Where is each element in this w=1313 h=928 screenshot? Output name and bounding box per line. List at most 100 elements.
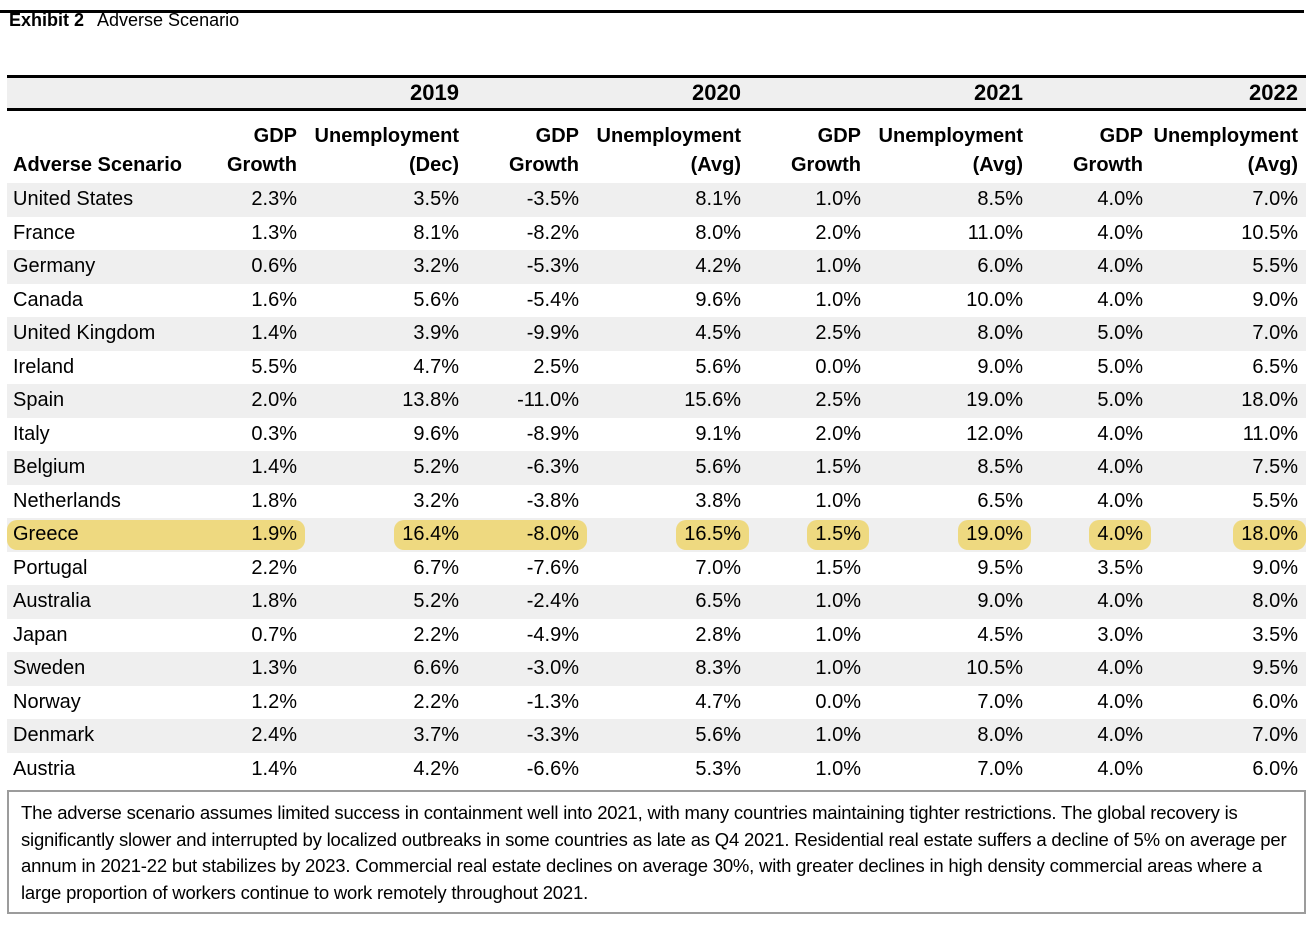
value-cell: 3.9% xyxy=(305,322,467,345)
value: 0.7% xyxy=(251,623,297,646)
value-cell: 19.0% xyxy=(869,523,1031,546)
value-cell: -2.4% xyxy=(467,590,587,613)
country-name: Greece xyxy=(13,523,79,546)
value: 2.5% xyxy=(815,322,861,345)
value: 2.5% xyxy=(815,389,861,412)
gdp-growth-header-line1: GDP xyxy=(817,125,861,147)
country-name: Ireland xyxy=(13,355,75,378)
value-cell: 4.0% xyxy=(1031,758,1151,781)
value-cell: 4.0% xyxy=(1031,289,1151,312)
value: 2.0% xyxy=(815,221,861,244)
value-cell: 18.0% xyxy=(1151,389,1306,412)
value: -9.9% xyxy=(526,322,579,345)
value-cell: 8.5% xyxy=(869,456,1031,479)
value: 2.3% xyxy=(251,188,297,211)
value-cell: 1.5% xyxy=(749,456,869,479)
value: 0.0% xyxy=(815,690,861,713)
value: 9.6% xyxy=(695,288,741,311)
value: 11.0% xyxy=(1242,422,1298,445)
value-cell: 1.0% xyxy=(749,490,869,513)
value: 4.0% xyxy=(1097,690,1143,713)
year-label: 2020 xyxy=(692,80,741,105)
value-cell: 4.0% xyxy=(1031,657,1151,680)
value: 4.0% xyxy=(1097,456,1143,479)
gdp-growth-header: GDP Growth xyxy=(1031,122,1151,180)
table-row: Sweden 1.3% 6.6% -3.0% 8.3% 1.0% 10.5% 4.0% 9.5% xyxy=(7,652,1306,686)
value-cell: -3.3% xyxy=(467,724,587,747)
value: 1.0% xyxy=(815,489,861,512)
value-cell: 2.5% xyxy=(467,356,587,379)
highlight-pill xyxy=(1089,520,1151,550)
table-row: Australia 1.8% 5.2% -2.4% 6.5% 1.0% 9.0% 4.0% 8.… xyxy=(7,585,1306,619)
year-label: 2021 xyxy=(974,80,1023,105)
unemployment-header: Unemployment (Avg) xyxy=(587,122,749,180)
value: 8.1% xyxy=(413,221,459,244)
value-cell: 3.8% xyxy=(587,490,749,513)
value: 5.0% xyxy=(1097,389,1143,412)
unemployment-header-line1: Unemployment xyxy=(1153,125,1298,147)
value-cell: 9.0% xyxy=(869,590,1031,613)
exhibit-title-text: Adverse Scenario xyxy=(97,10,240,30)
table-row: Norway 1.2% 2.2% -1.3% 4.7% 0.0% 7.0% 4.0% 6.0% xyxy=(7,686,1306,720)
value-cell: 4.2% xyxy=(587,255,749,278)
country-cell: Denmark xyxy=(7,724,187,747)
value: 4.0% xyxy=(1097,724,1143,747)
value: 4.0% xyxy=(1097,255,1143,278)
value-cell: 1.0% xyxy=(749,289,869,312)
value-cell: 1.9% xyxy=(187,523,305,546)
value: 5.6% xyxy=(413,288,459,311)
unemployment-header-line2: (Avg) xyxy=(690,154,741,176)
table-row: Netherlands 1.8% 3.2% -3.8% 3.8% 1.0% 6.5% 4.0%… xyxy=(7,485,1306,519)
value-cell: 1.0% xyxy=(749,590,869,613)
value-cell: 1.6% xyxy=(187,289,305,312)
value-cell: 1.0% xyxy=(749,188,869,211)
value: 1.5% xyxy=(815,456,861,479)
unemployment-header-line1: Unemployment xyxy=(596,125,741,147)
value: 0.6% xyxy=(251,255,297,278)
table-row: Greece 1.9% 16.4% -8.0% 16.5% 1.5% 19.0% 4.0% 18… xyxy=(7,518,1306,552)
highlight-pill xyxy=(1233,520,1306,550)
value: 4.2% xyxy=(695,255,741,278)
value-cell: 1.3% xyxy=(187,657,305,680)
value: 7.5% xyxy=(1252,456,1298,479)
value: 4.0% xyxy=(1097,221,1143,244)
value: -3.0% xyxy=(526,657,579,680)
value-cell: 6.5% xyxy=(1151,356,1306,379)
value: 2.2% xyxy=(413,623,459,646)
value-cell: -1.3% xyxy=(467,691,587,714)
adverse-scenario-table: 2019 2020 2021 2022 Adverse Scenario GDP Grow… xyxy=(7,75,1306,786)
value-cell: 0.3% xyxy=(187,423,305,446)
country-name: France xyxy=(13,221,76,244)
value-cell: 4.2% xyxy=(305,758,467,781)
country-cell: United States xyxy=(7,188,187,211)
value-cell: 2.2% xyxy=(305,691,467,714)
value: 3.2% xyxy=(413,489,459,512)
value-cell: 16.4% xyxy=(305,523,467,546)
table-row: United States 2.3% 3.5% -3.5% 8.1% 1.0% 8.5% 4.… xyxy=(7,183,1306,217)
value-cell: 3.5% xyxy=(1151,624,1306,647)
value: 13.8% xyxy=(402,389,459,412)
value: 3.9% xyxy=(413,322,459,345)
country-name: Norway xyxy=(13,690,81,713)
value-cell: 2.5% xyxy=(749,322,869,345)
table-row: Canada 1.6% 5.6% -5.4% 9.6% 1.0% 10.0% 4.0% 9.0% xyxy=(7,284,1306,318)
value-cell: 5.6% xyxy=(587,724,749,747)
value-cell: 7.0% xyxy=(1151,188,1306,211)
value: 9.1% xyxy=(695,422,741,445)
value: 1.0% xyxy=(815,590,861,613)
value-cell: 3.5% xyxy=(1031,557,1151,580)
value: 10.0% xyxy=(966,288,1023,311)
country-name: Canada xyxy=(13,288,84,311)
value: -3.8% xyxy=(526,489,579,512)
value-cell: 3.2% xyxy=(305,255,467,278)
value: 10.5% xyxy=(966,657,1023,680)
value-cell: 1.0% xyxy=(749,724,869,747)
value-cell: 4.7% xyxy=(587,691,749,714)
value: 5.5% xyxy=(251,355,297,378)
value: 1.0% xyxy=(815,757,861,780)
value: -3.5% xyxy=(526,188,579,211)
unemployment-header: Unemployment (Dec) xyxy=(305,122,467,180)
value: 18.0% xyxy=(1241,389,1298,412)
value-cell: 3.2% xyxy=(305,490,467,513)
value: 1.0% xyxy=(815,188,861,211)
